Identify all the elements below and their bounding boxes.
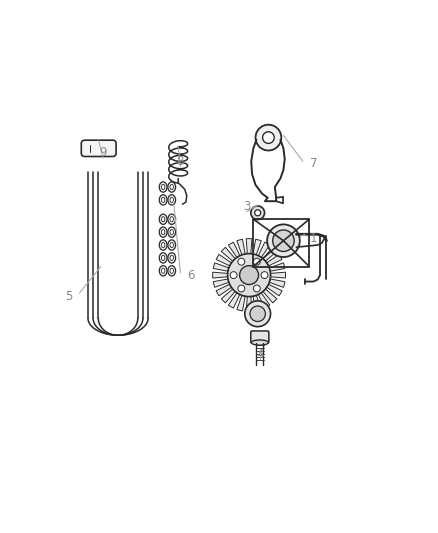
Polygon shape [221,289,235,303]
Ellipse shape [170,268,173,273]
Ellipse shape [170,197,173,203]
Circle shape [245,301,271,327]
Circle shape [230,272,237,279]
Text: 8: 8 [177,155,184,168]
Ellipse shape [168,240,176,250]
Polygon shape [228,242,240,257]
FancyBboxPatch shape [251,331,269,343]
Ellipse shape [168,182,176,192]
Ellipse shape [170,255,173,261]
Ellipse shape [168,195,176,205]
Polygon shape [269,279,285,287]
Circle shape [253,259,260,265]
Ellipse shape [170,216,173,222]
Ellipse shape [159,182,167,192]
Ellipse shape [170,243,173,248]
Text: 6: 6 [187,269,195,281]
Circle shape [263,132,274,143]
Polygon shape [258,242,270,257]
Ellipse shape [251,340,268,345]
Polygon shape [228,293,240,308]
Circle shape [251,206,265,220]
Circle shape [267,224,300,257]
Text: 1: 1 [310,232,317,245]
Ellipse shape [170,230,173,235]
Circle shape [255,125,281,150]
Ellipse shape [159,265,167,276]
Text: 5: 5 [65,290,72,303]
Polygon shape [267,284,282,296]
Ellipse shape [159,227,167,237]
Ellipse shape [162,184,165,190]
Polygon shape [263,289,277,303]
Ellipse shape [159,240,167,250]
Ellipse shape [159,253,167,263]
Polygon shape [271,272,286,278]
Ellipse shape [162,243,165,248]
Circle shape [273,230,294,252]
Polygon shape [213,279,229,287]
Polygon shape [253,295,261,311]
Ellipse shape [168,265,176,276]
Ellipse shape [162,268,165,273]
Polygon shape [246,296,252,311]
Polygon shape [246,239,252,254]
Circle shape [240,265,258,285]
Circle shape [228,254,271,296]
Polygon shape [267,254,282,266]
Circle shape [261,272,268,279]
Ellipse shape [170,184,173,190]
Polygon shape [269,263,285,271]
Polygon shape [253,239,261,255]
Polygon shape [263,247,277,261]
Polygon shape [213,263,229,271]
Circle shape [250,306,265,321]
Circle shape [253,285,260,292]
Polygon shape [213,272,228,278]
Text: 4: 4 [256,348,264,361]
Polygon shape [258,293,270,308]
Circle shape [254,210,261,216]
Text: 9: 9 [99,146,107,159]
Polygon shape [237,295,245,311]
Polygon shape [216,254,231,266]
Ellipse shape [168,227,176,237]
Polygon shape [221,247,235,261]
Ellipse shape [162,230,165,235]
Ellipse shape [159,195,167,205]
Ellipse shape [159,214,167,224]
Circle shape [238,285,245,292]
Ellipse shape [168,253,176,263]
Ellipse shape [162,216,165,222]
Ellipse shape [168,214,176,224]
Ellipse shape [162,197,165,203]
FancyBboxPatch shape [81,140,116,157]
Polygon shape [237,239,245,255]
Text: 3: 3 [243,200,251,213]
Text: 7: 7 [310,157,317,170]
Circle shape [238,259,245,265]
Polygon shape [216,284,231,296]
Ellipse shape [162,255,165,261]
